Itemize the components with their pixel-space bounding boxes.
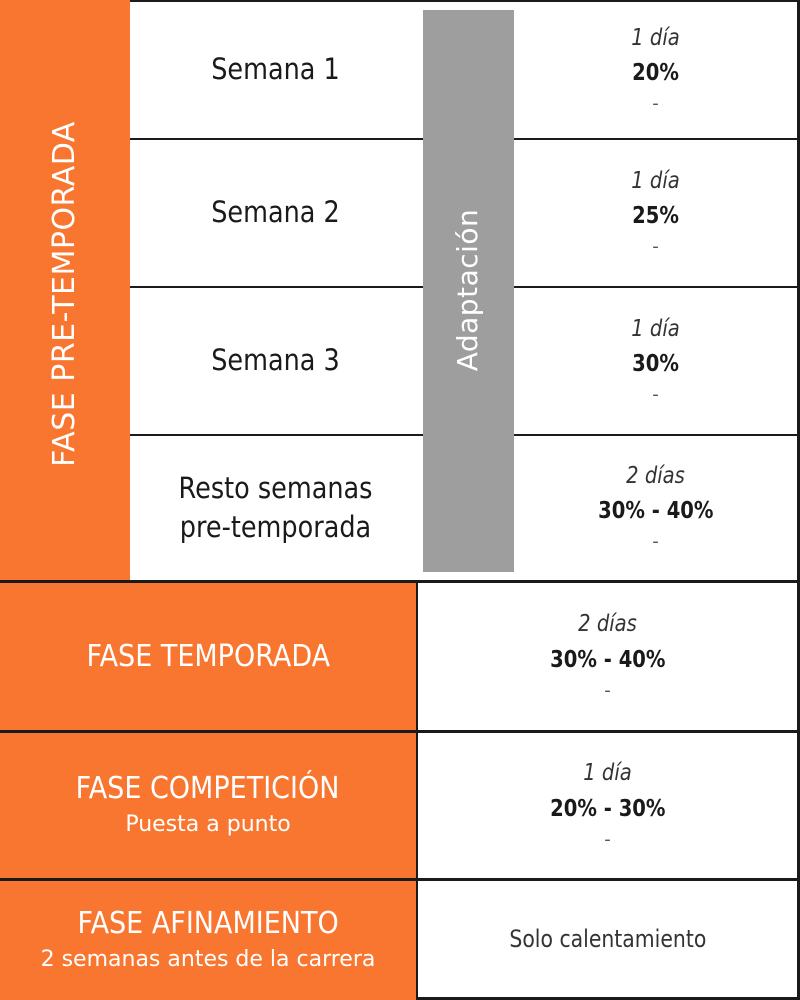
training-days: 1 día bbox=[631, 167, 680, 194]
season-detail: 2 días 30% - 40% - bbox=[418, 583, 797, 730]
training-days: 1 día bbox=[631, 315, 680, 342]
training-percent: 30% bbox=[632, 351, 679, 378]
right-border bbox=[797, 0, 800, 1000]
week-1-label: Semana 1 bbox=[211, 52, 340, 87]
bottom-border bbox=[416, 997, 800, 1000]
preseason-title: FASE PRE-TEMPORADA bbox=[47, 121, 82, 467]
competition-detail: 1 día 20% - 30% - bbox=[418, 733, 797, 878]
training-note: - bbox=[604, 679, 611, 701]
divider bbox=[0, 730, 800, 733]
divider bbox=[514, 138, 800, 140]
tapering-detail: Solo calentamiento bbox=[418, 881, 797, 997]
divider bbox=[130, 286, 423, 288]
training-note: - bbox=[604, 828, 611, 850]
training-days: 2 días bbox=[578, 611, 637, 638]
tapering-phase: FASE AFINAMIENTO 2 semanas antes de la c… bbox=[0, 881, 416, 1000]
preseason-block bbox=[0, 0, 130, 580]
divider bbox=[0, 580, 800, 583]
training-percent: 30% - 40% bbox=[597, 498, 714, 525]
training-percent: 25% bbox=[632, 203, 679, 230]
training-note: - bbox=[652, 93, 659, 115]
training-days: 1 día bbox=[631, 24, 680, 51]
season-title: FASE TEMPORADA bbox=[86, 638, 330, 674]
training-percent: 20% bbox=[632, 60, 679, 87]
divider bbox=[0, 878, 800, 881]
week-2-label: Semana 2 bbox=[211, 195, 340, 230]
training-days: 2 días bbox=[626, 462, 685, 489]
tapering-title: FASE AFINAMIENTO bbox=[77, 906, 339, 942]
competition-subtitle: Puesta a punto bbox=[125, 812, 291, 838]
competition-title: FASE COMPETICIÓN bbox=[76, 771, 340, 807]
competition-block bbox=[0, 733, 416, 878]
training-note: - bbox=[652, 384, 659, 406]
tapering-detail-text: Solo calentamiento bbox=[509, 925, 706, 953]
season-block bbox=[0, 583, 416, 730]
season-phase: FASE TEMPORADA bbox=[0, 583, 416, 730]
week-3-label: Semana 3 bbox=[211, 343, 340, 378]
training-days: 1 día bbox=[583, 760, 632, 787]
adaptation-bar bbox=[423, 10, 514, 572]
training-percent: 20% - 30% bbox=[549, 795, 666, 822]
week-3-detail: 1 día 30% - bbox=[514, 288, 797, 434]
divider bbox=[514, 434, 800, 436]
rest-weeks-detail: 2 días 30% - 40% - bbox=[514, 436, 797, 580]
column-divider bbox=[416, 583, 418, 1000]
divider bbox=[514, 286, 800, 288]
training-note: - bbox=[652, 236, 659, 258]
tapering-block bbox=[0, 881, 416, 1000]
competition-phase: FASE COMPETICIÓN Puesta a punto bbox=[0, 733, 416, 878]
rest-weeks-label: Resto semanas pre-temporada bbox=[178, 470, 373, 544]
divider bbox=[130, 138, 423, 140]
week-2-detail: 1 día 25% - bbox=[514, 140, 797, 286]
tapering-subtitle: 2 semanas antes de la carrera bbox=[40, 947, 376, 973]
training-note: - bbox=[652, 531, 659, 553]
adaptation-label: Adaptación bbox=[451, 208, 484, 372]
week-1-detail: 1 día 20% - bbox=[514, 2, 797, 138]
training-percent: 30% - 40% bbox=[549, 646, 666, 673]
divider bbox=[130, 434, 423, 436]
top-border bbox=[130, 0, 800, 2]
